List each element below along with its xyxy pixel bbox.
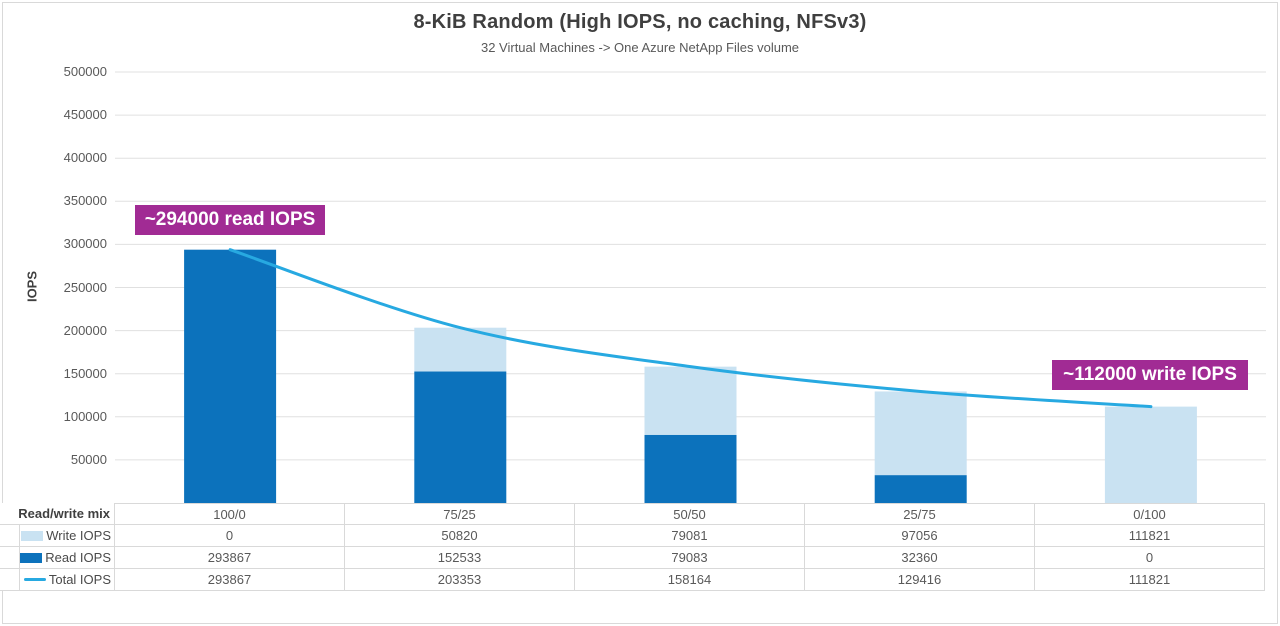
legend-cell-read-iops: Read IOPS [0,547,115,569]
total-iops-line [228,248,1153,409]
value-cell: 152533 [345,547,575,569]
y-tick-label: 400000 [63,150,107,166]
bar-segment-write-iops [644,366,737,435]
bar-segment-write-iops [1104,406,1197,503]
legend-label: Read IOPS [45,550,111,565]
y-tick-label: 500000 [63,64,107,79]
value-cell: 293867 [115,569,345,591]
legend-label: Total IOPS [48,572,111,587]
value-cell: 32360 [805,547,1035,569]
value-cell: 111821 [1035,569,1265,591]
y-tick-label: 200000 [63,322,107,338]
legend-cell-total-iops: Total IOPS [0,569,115,591]
value-cell: 158164 [575,569,805,591]
bar-segment-read-iops [414,371,507,503]
value-cell: 203353 [345,569,575,591]
table-corner-label: Read/write mix [0,503,115,525]
value-cell: 129416 [805,569,1035,591]
y-tick-label: 50000 [70,451,107,467]
y-tick-label: 150000 [63,365,107,381]
bar-segment-read-iops [184,249,277,503]
value-cell: 0 [115,525,345,547]
value-cell: 293867 [115,547,345,569]
annotation-write-iops: ~112000 write IOPS [1052,360,1248,390]
chart-subtitle: 32 Virtual Machines -> One Azure NetApp … [480,40,800,55]
value-cell: 0 [1035,547,1265,569]
legend-label: Write IOPS [46,528,111,543]
y-tick-label: 250000 [63,279,107,295]
value-cell: 111821 [1035,525,1265,547]
annotation-read-iops: ~294000 read IOPS [135,205,325,235]
data-table: Read/write mix 100/0 75/25 50/50 25/75 0/100 W… [0,503,1265,591]
legend-cell-write-iops: Write IOPS [0,525,115,547]
value-cell: 97056 [805,525,1035,547]
category-cell: 25/75 [805,503,1035,525]
y-tick-label: 450000 [63,107,107,123]
bar-segment-read-iops [874,475,967,503]
bar-segment-read-iops [644,434,737,503]
bar-segment-write-iops [874,391,967,476]
read-iops-swatch-icon [20,552,43,563]
y-tick-label: 300000 [63,236,107,252]
value-cell: 79081 [575,525,805,547]
value-cell: 50820 [345,525,575,547]
category-cell: 100/0 [115,503,345,525]
category-cell: 75/25 [345,503,575,525]
category-cell: 0/100 [1035,503,1265,525]
chart-title: 8-KiB Random (High IOPS, no caching, NFS… [413,11,867,33]
write-iops-swatch-icon [21,530,44,541]
total-iops-swatch-icon [23,578,46,581]
value-cell: 79083 [575,547,805,569]
y-tick-label: 350000 [63,193,107,209]
y-axis-ticks: 50000 100000 150000 200000 250000 300000 35000… [0,0,107,626]
y-tick-label: 100000 [63,408,107,424]
category-cell: 50/50 [575,503,805,525]
